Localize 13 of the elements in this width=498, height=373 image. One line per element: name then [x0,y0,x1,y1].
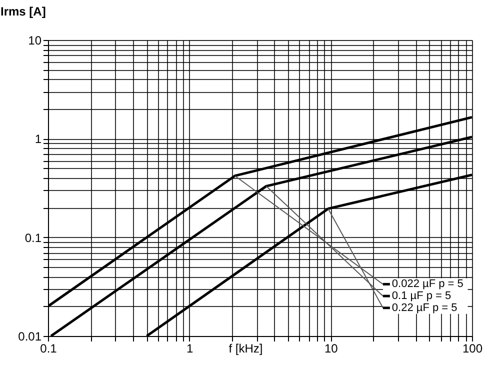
legend-label: 0.022 µF p = 5 [392,278,464,290]
x-tick-label: 100 [462,342,483,356]
x-tick-label: 10 [324,342,338,356]
y-tick-label: 1 [34,132,42,146]
x-tick-label: 1 [186,342,194,356]
legend-label: 0.1 µF p = 5 [392,290,452,302]
legend-label: 0.22 µF p = 5 [392,302,458,314]
x-axis-title: f [kHz] [228,342,263,356]
y-tick-label: 0.01 [18,330,42,344]
y-tick-label: 0.1 [24,230,42,245]
x-tick-label: 0.1 [40,342,58,356]
y-axis-title: Irms [A] [0,4,46,18]
y-tick-label: 10 [28,34,42,48]
